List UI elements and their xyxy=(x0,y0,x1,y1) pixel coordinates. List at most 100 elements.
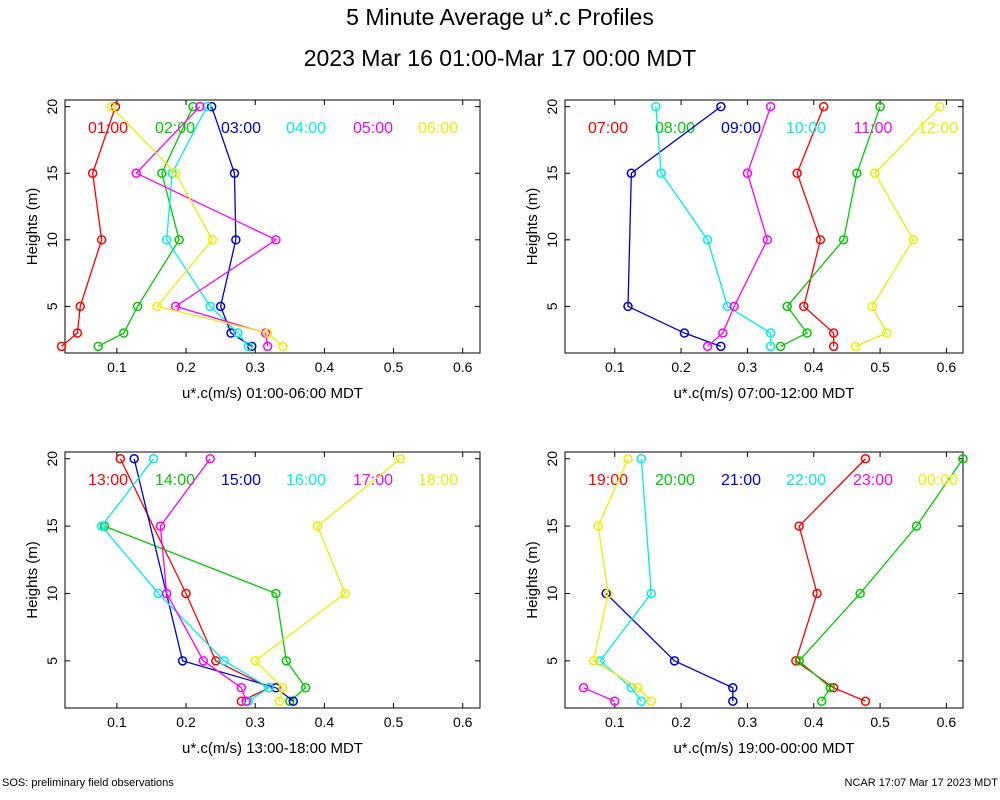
data-point xyxy=(838,235,849,245)
series-line xyxy=(97,106,194,347)
data-point xyxy=(593,521,603,531)
data-point xyxy=(161,235,172,245)
data-point xyxy=(828,341,839,352)
legend-label: 05:00 xyxy=(353,120,393,137)
x-tick-label: 0.3 xyxy=(738,359,758,375)
data-point xyxy=(205,301,215,312)
series-line xyxy=(780,106,881,347)
data-point xyxy=(792,168,802,178)
data-point xyxy=(72,328,83,338)
series-line xyxy=(61,106,117,347)
series-line xyxy=(135,106,278,347)
x-tick-label: 0.2 xyxy=(176,714,196,730)
legend-label: 08:00 xyxy=(655,120,695,137)
data-point xyxy=(229,168,240,178)
x-tick-label: 0.4 xyxy=(315,359,335,375)
data-point xyxy=(588,656,599,666)
data-point xyxy=(271,683,281,693)
data-point xyxy=(765,328,776,338)
data-point xyxy=(765,101,776,112)
legend-label: 11:00 xyxy=(854,120,893,137)
data-point xyxy=(623,453,633,464)
data-point xyxy=(207,235,218,245)
data-point xyxy=(278,683,288,693)
data-point xyxy=(243,341,254,352)
series-line xyxy=(655,106,772,347)
x-tick-label: 0.3 xyxy=(738,714,758,730)
legend-label: 03:00 xyxy=(221,120,261,137)
data-point xyxy=(860,453,871,464)
data-point xyxy=(646,696,656,707)
data-point xyxy=(656,168,666,178)
chart-subtitle: 2023 Mar 16 01:00-Mar 17 00:00 MDT xyxy=(303,45,697,71)
x-tick-label: 0.4 xyxy=(804,714,824,730)
series-line xyxy=(166,106,249,347)
data-point xyxy=(288,696,298,707)
series-line xyxy=(100,458,271,702)
data-point xyxy=(87,168,98,178)
series-line xyxy=(605,593,734,702)
legend-label: 19:00 xyxy=(588,472,628,489)
x-axis-label: u*.c(m/s) 01:00-06:00 MDT xyxy=(182,385,363,402)
data-point xyxy=(205,453,215,464)
legend-label: 22:00 xyxy=(786,472,826,489)
data-point xyxy=(281,656,292,666)
data-point xyxy=(195,101,205,112)
data-point xyxy=(935,101,945,112)
data-point xyxy=(651,101,661,112)
data-point xyxy=(855,588,865,599)
y-axis-label: Heights (m) xyxy=(24,541,41,619)
y-tick-label: 20 xyxy=(544,99,560,115)
data-point xyxy=(215,301,226,312)
data-point xyxy=(170,168,181,178)
x-tick-label: 0.5 xyxy=(384,359,404,375)
data-point xyxy=(636,453,647,464)
legend-label: 18:00 xyxy=(418,472,458,489)
x-axis-label: u*.c(m/s) 19:00-00:00 MDT xyxy=(674,740,855,757)
legend-label: 20:00 xyxy=(655,472,695,489)
data-point xyxy=(177,656,188,666)
series-line xyxy=(599,458,652,702)
data-point xyxy=(312,521,323,531)
x-tick-label: 0.6 xyxy=(453,714,473,730)
series-line xyxy=(592,458,652,702)
data-point xyxy=(115,453,126,464)
data-point xyxy=(300,683,311,693)
series-line xyxy=(855,106,941,347)
data-point xyxy=(633,683,643,693)
x-tick-label: 0.5 xyxy=(384,714,404,730)
y-axis-label: Heights (m) xyxy=(24,188,41,266)
legend-label: 06:00 xyxy=(418,120,458,137)
x-tick-label: 0.1 xyxy=(107,714,127,730)
y-tick-label: 5 xyxy=(544,657,560,665)
y-tick-label: 5 xyxy=(544,302,560,310)
data-point xyxy=(825,683,836,693)
data-point xyxy=(669,656,680,666)
data-point xyxy=(271,588,281,599)
y-tick-label: 15 xyxy=(44,518,60,534)
legend-label: 13:00 xyxy=(88,472,128,489)
data-point xyxy=(716,341,726,352)
data-point xyxy=(729,301,739,312)
data-point xyxy=(742,168,753,178)
data-point xyxy=(148,453,159,464)
footer-left: SOS: preliminary field observations xyxy=(2,777,174,789)
data-point xyxy=(762,235,773,245)
y-tick-label: 20 xyxy=(44,451,60,467)
data-point xyxy=(96,235,107,245)
data-point xyxy=(106,101,117,112)
data-point xyxy=(794,521,804,531)
data-point xyxy=(129,453,139,464)
x-axis-label: u*.c(m/s) 13:00-18:00 MDT xyxy=(182,740,363,757)
legend-label: 04:00 xyxy=(286,120,326,137)
data-point xyxy=(818,101,829,112)
data-point xyxy=(867,301,877,312)
data-point xyxy=(56,341,67,352)
x-tick-label: 0.6 xyxy=(937,359,957,375)
series-line xyxy=(627,106,722,347)
series-line xyxy=(211,106,253,347)
x-tick-label: 0.1 xyxy=(605,714,625,730)
y-tick-label: 15 xyxy=(544,165,560,181)
legend-label: 15:00 xyxy=(221,472,261,489)
data-point xyxy=(802,328,812,338)
